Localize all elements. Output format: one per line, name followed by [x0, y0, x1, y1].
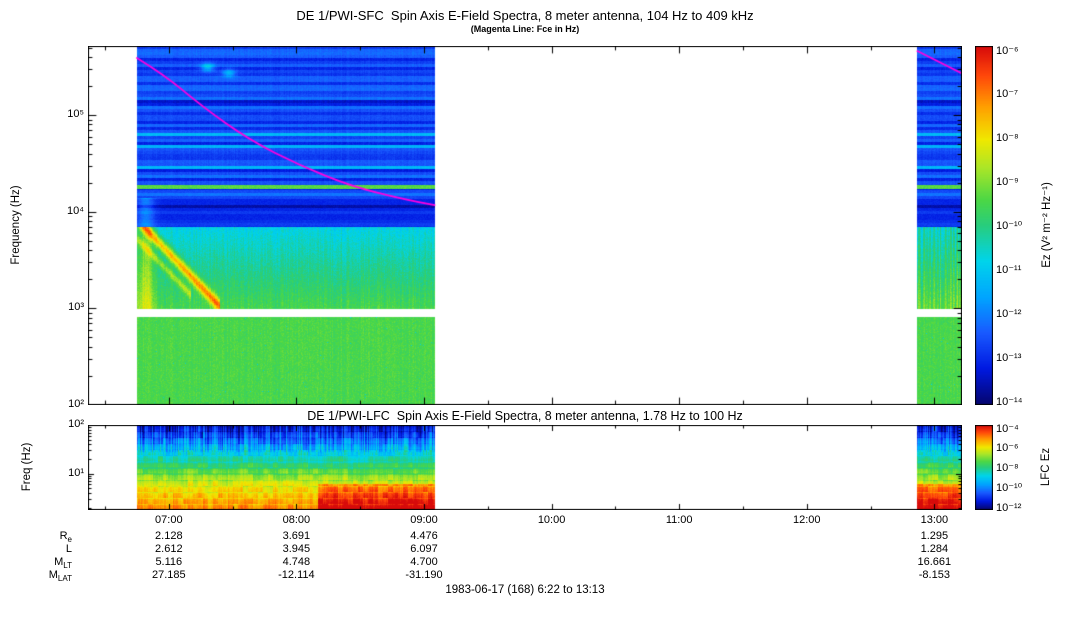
sfc-colorbar-tick-label: 10⁻⁹	[996, 176, 1019, 189]
lfc-colorbar-tick-label: 10⁻¹⁰	[996, 481, 1023, 494]
ephemeris-label-base: M	[48, 569, 58, 581]
sfc-ytick-label: 10³	[68, 301, 84, 314]
time-tick-label: 13:00	[920, 514, 949, 526]
sfc-spectrogram-canvas	[88, 46, 962, 405]
lfc-colorbar-tick-label: 10⁻⁴	[996, 422, 1019, 435]
ephemeris-label-base: M	[54, 556, 64, 568]
ephemeris-value: 16.661	[917, 556, 952, 568]
ephemeris-label-base: R	[59, 530, 68, 542]
time-tick-label: 07:00	[155, 514, 183, 526]
lfc-colorbar	[975, 425, 993, 510]
ephemeris-value: 5.116	[155, 556, 183, 568]
ephemeris-value: 4.476	[410, 530, 438, 542]
lfc-colorbar-label: LFC Ez	[1040, 447, 1052, 487]
sfc-colorbar-tick-label: 10⁻¹¹	[996, 263, 1022, 276]
lfc-colorbar-tick-label: 10⁻⁸	[996, 462, 1019, 474]
lfc-colorbar-tick-label: 10⁻¹²	[996, 501, 1022, 514]
sfc-yaxis-label: Frequency (Hz)	[10, 185, 22, 265]
sfc-colorbar-tick-label: 10⁻¹⁰	[996, 220, 1023, 232]
ephemeris-value: 27.185	[151, 569, 186, 581]
ephemeris-row-label: L	[0, 543, 72, 555]
ephemeris-value: 4.700	[410, 556, 438, 568]
ephemeris-label-sub: LAT	[57, 574, 72, 584]
lfc-title: DE 1/PWI-LFC Spin Axis E-Field Spectra, …	[307, 409, 743, 423]
ephemeris-row-label: Re	[0, 530, 72, 544]
time-tick-label: 11:00	[665, 514, 693, 526]
ephemeris-row-label: MLAT	[0, 569, 72, 583]
ephemeris-value: 4.748	[282, 556, 311, 568]
ephemeris-row-label: MLT	[0, 556, 72, 570]
sfc-colorbar-tick-label: 10⁻⁶	[996, 44, 1019, 57]
sfc-subtitle: (Magenta Line: Fce in Hz)	[470, 24, 580, 34]
sfc-ytick-label: 10²	[68, 398, 84, 410]
time-tick-label: 10:00	[537, 514, 566, 526]
ephemeris-value: 3.691	[282, 530, 311, 542]
ephemeris-value: 2.612	[155, 543, 183, 555]
ephemeris-value: -8.153	[918, 569, 950, 581]
sfc-colorbar-tick-label: 10⁻¹³	[996, 351, 1022, 364]
time-tick-label: 08:00	[282, 514, 311, 526]
lfc-colorbar-tick-label: 10⁻⁶	[996, 442, 1019, 455]
ephemeris-label-sub: LT	[63, 561, 72, 571]
ephemeris-value: 6.097	[410, 543, 438, 555]
sfc-colorbar-label: Ez (V² m⁻² Hz⁻¹)	[1041, 182, 1053, 268]
ephemeris-value: -31.190	[405, 569, 443, 581]
sfc-colorbar	[975, 46, 993, 405]
ephemeris-value: -12.114	[278, 569, 315, 581]
sfc-title: DE 1/PWI-SFC Spin Axis E-Field Spectra, …	[296, 8, 754, 23]
sfc-colorbar-tick-label: 10⁻⁷	[996, 88, 1019, 101]
sfc-colorbar-tick-label: 10⁻¹²	[996, 307, 1022, 320]
sfc-ytick-label: 10⁵	[67, 108, 84, 121]
lfc-spectrogram-canvas	[88, 425, 962, 510]
time-tick-label: 09:00	[410, 514, 438, 526]
sfc-colorbar-tick-label: 10⁻⁸	[996, 132, 1019, 145]
time-tick-label: 12:00	[792, 514, 821, 526]
ephemeris-value: 1.284	[920, 543, 949, 555]
ephemeris-label-sub: e	[67, 535, 72, 545]
lfc-ytick-label: 10²	[68, 418, 84, 430]
ephemeris-label-base: L	[65, 543, 72, 555]
ephemeris-value: 3.945	[282, 543, 311, 555]
footer-date-range: 1983-06-17 (168) 6:22 to 13:13	[445, 584, 605, 596]
ephemeris-value: 1.295	[920, 530, 949, 542]
lfc-ytick-label: 10¹	[68, 466, 84, 479]
ephemeris-value: 2.128	[155, 530, 183, 542]
sfc-colorbar-tick-label: 10⁻¹⁴	[996, 395, 1023, 408]
sfc-ytick-label: 10⁴	[67, 204, 84, 217]
